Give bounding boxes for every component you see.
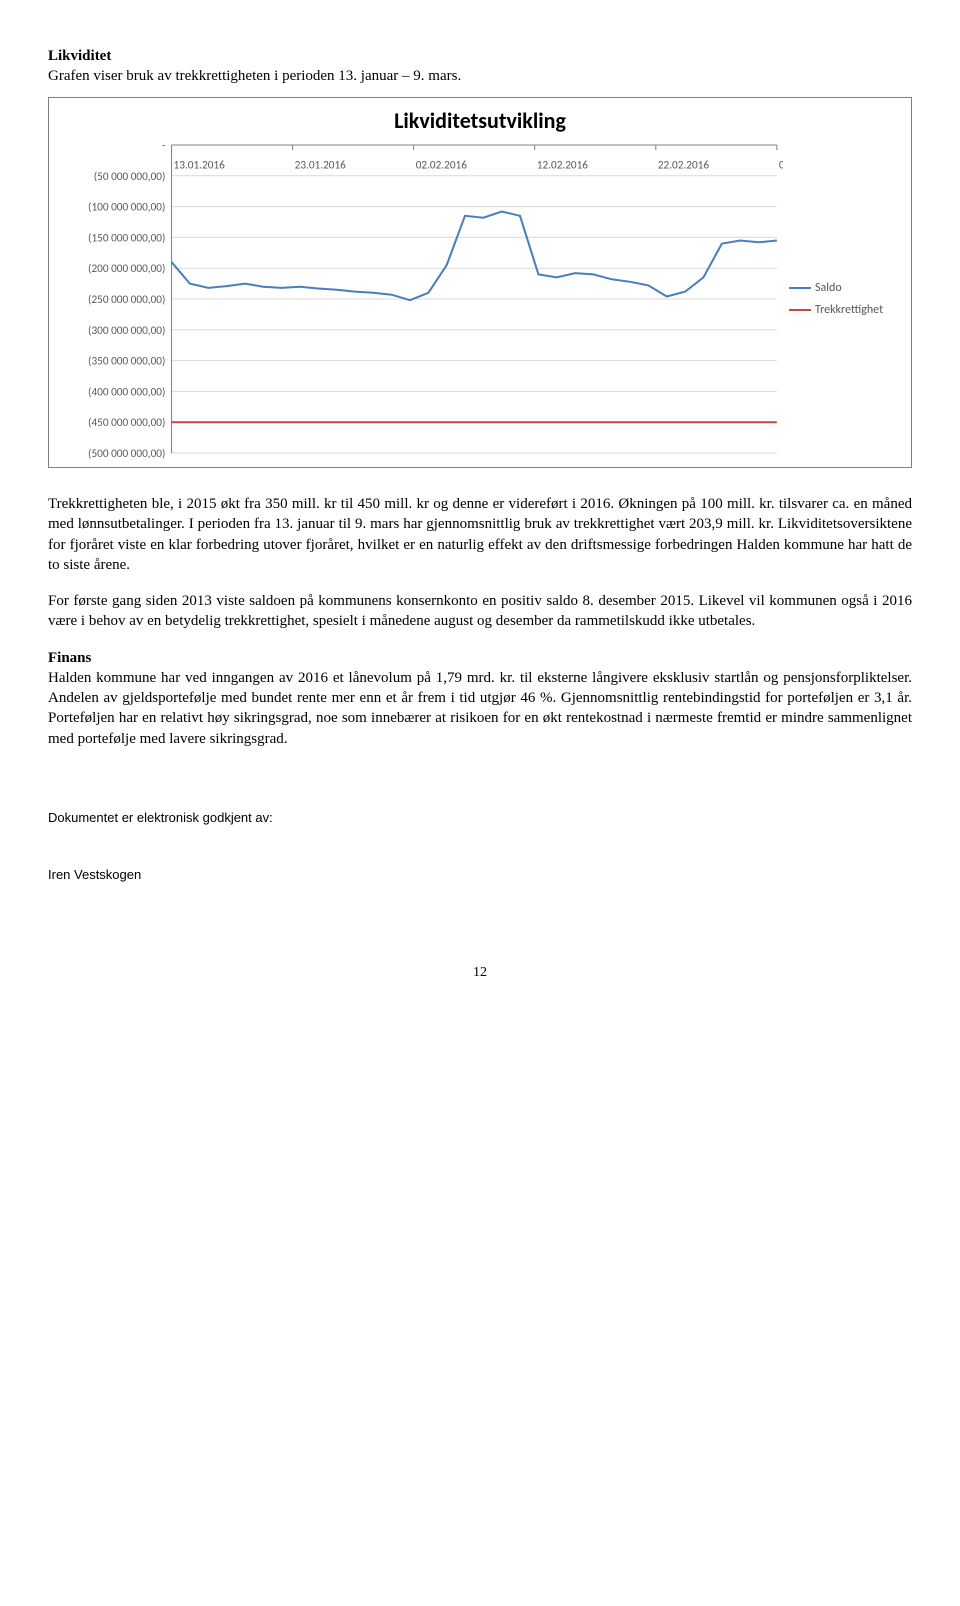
approval-block: Dokumentet er elektronisk godkjent av: I… [48,809,912,884]
chart-title: Likviditetsutvikling [57,106,903,136]
legend-item: Trekkrettighet [789,302,903,318]
svg-text:(400 000 000,00): (400 000 000,00) [88,385,165,399]
svg-text:(500 000 000,00): (500 000 000,00) [88,446,165,459]
legend-item: Saldo [789,280,903,296]
chart-container: Likviditetsutvikling - (50 000 000,00) (10… [48,97,912,469]
paragraph-1: Trekkrettigheten ble, i 2015 økt fra 350… [48,494,912,575]
lead-text: Grafen viser bruk av trekkrettigheten i … [48,66,912,86]
svg-text:23.01.2016: 23.01.2016 [295,158,347,172]
svg-text:22.02.2016: 22.02.2016 [658,158,710,172]
approval-line: Dokumentet er elektronisk godkjent av: [48,809,912,827]
legend-label: Saldo [815,280,842,296]
svg-text:(350 000 000,00): (350 000 000,00) [88,354,165,368]
svg-text:03.03.2016: 03.03.2016 [779,158,783,172]
chart-plot-area: - (50 000 000,00) (100 000 000,00) (150 000… [57,139,783,459]
svg-text:-: - [162,139,165,152]
svg-text:(200 000 000,00): (200 000 000,00) [88,262,165,276]
paragraph-3: Halden kommune har ved inngangen av 2016… [48,668,912,749]
section-heading-likviditet: Likviditet [48,46,912,66]
svg-text:(100 000 000,00): (100 000 000,00) [88,200,165,214]
approver-name: Iren Vestskogen [48,866,912,884]
legend-swatch [789,287,811,289]
chart-legend: Saldo Trekkrettighet [783,139,903,459]
svg-text:13.01.2016: 13.01.2016 [174,158,226,172]
svg-text:12.02.2016: 12.02.2016 [537,158,589,172]
paragraph-2: For første gang siden 2013 viste saldoen… [48,591,912,632]
svg-text:(50 000 000,00): (50 000 000,00) [94,169,166,183]
svg-text:(300 000 000,00): (300 000 000,00) [88,323,165,337]
svg-text:02.02.2016: 02.02.2016 [416,158,468,172]
page-number: 12 [48,964,912,983]
svg-text:(150 000 000,00): (150 000 000,00) [88,231,165,245]
legend-swatch [789,309,811,311]
section-heading-finans: Finans [48,648,912,668]
svg-text:(250 000 000,00): (250 000 000,00) [88,292,165,306]
svg-text:(450 000 000,00): (450 000 000,00) [88,416,165,430]
legend-label: Trekkrettighet [815,302,883,318]
